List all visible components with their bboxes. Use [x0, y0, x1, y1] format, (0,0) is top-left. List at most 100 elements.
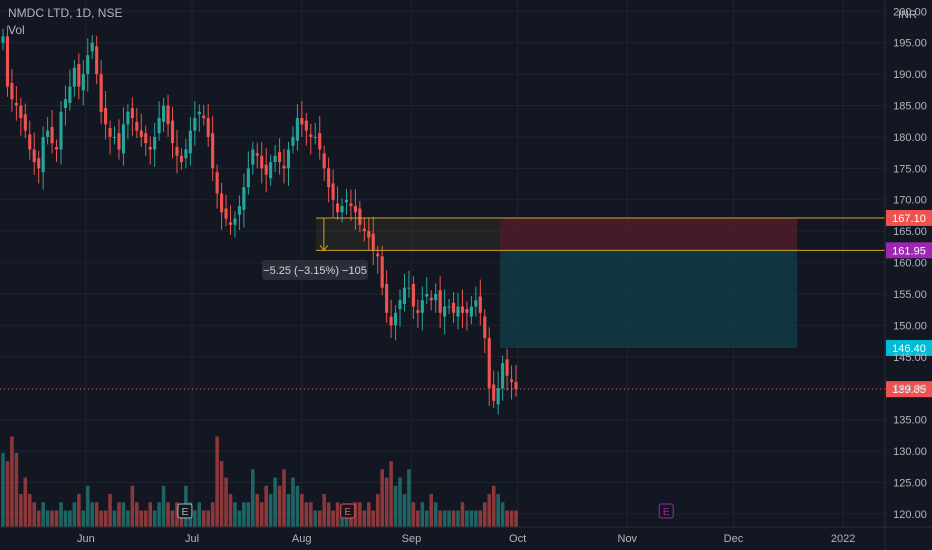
candle-body [340, 206, 344, 213]
volume-bar [193, 510, 197, 527]
candle-body [385, 283, 389, 313]
price-badge-label: 161.95 [892, 245, 926, 257]
candle-body [153, 136, 157, 150]
volume-bar [331, 510, 335, 527]
volume-bar [433, 502, 438, 527]
candle-body [460, 306, 465, 313]
volume-bar [251, 469, 255, 527]
volume-bar [295, 485, 300, 527]
candle-body [206, 118, 210, 137]
candle-body [90, 42, 94, 52]
candle-body [54, 146, 59, 150]
volume-bar [32, 502, 37, 527]
volume-bar [482, 502, 487, 527]
volume-bar [398, 477, 402, 527]
candle-body [420, 300, 424, 313]
candle-body [443, 306, 447, 317]
candle-body [81, 74, 85, 91]
candle-body [358, 208, 362, 225]
candle-body [434, 293, 438, 301]
volume-bar [201, 510, 206, 527]
candle-body [380, 256, 384, 288]
volume-bar [90, 502, 95, 527]
candle-body [211, 133, 215, 169]
volume-bar [424, 510, 429, 527]
volume-bar [59, 502, 63, 527]
volume-bar [358, 502, 362, 527]
volume-bar [509, 510, 514, 527]
price-tick-label: 140.00 [893, 383, 927, 395]
candle-body [220, 193, 224, 213]
volume-bar [19, 494, 23, 527]
volume-bar [210, 502, 215, 527]
volume-bar [313, 510, 318, 527]
candle-body [393, 312, 398, 326]
volume-bar [112, 510, 117, 527]
volume-bar [407, 469, 411, 527]
volume-bar [81, 510, 86, 527]
earnings-marker [177, 503, 193, 519]
candle-body [353, 206, 357, 213]
price-tick-label: 155.00 [893, 289, 927, 301]
currency-label: INR [898, 9, 917, 21]
candle-body [72, 67, 76, 87]
candle-body [318, 133, 322, 150]
candle-body [429, 297, 433, 301]
price-badge [886, 209, 932, 226]
volume-bar [259, 502, 264, 527]
candle-body [202, 115, 206, 119]
time-tick-label: Oct [509, 533, 526, 545]
candle-body [451, 302, 456, 313]
volume-bar [353, 502, 358, 527]
volume-bar [143, 510, 148, 527]
volume-bar [456, 510, 460, 527]
candle-body [286, 149, 291, 169]
time-tick-label: Dec [724, 533, 744, 545]
volume-bar [268, 494, 273, 527]
candle-body [19, 105, 23, 119]
candle-body [86, 55, 90, 75]
volume-bar [206, 510, 210, 527]
candle-body [170, 120, 175, 144]
volume-bar [496, 494, 500, 527]
candle-body [260, 155, 264, 169]
time-tick-label: 2022 [831, 533, 855, 545]
volume-bar [451, 510, 456, 527]
candle-body [322, 153, 326, 169]
volume-bar [429, 494, 434, 527]
candle-body [46, 130, 50, 137]
volume-bar [402, 494, 407, 527]
candle-body [139, 130, 143, 137]
volume-bar [344, 510, 349, 527]
position-tool[interactable] [499, 217, 798, 349]
volume-bar [166, 502, 170, 527]
symbol-title: NMDC LTD, 1D, NSE [8, 6, 123, 20]
volume-bar [317, 510, 322, 527]
volume-bar [438, 510, 442, 527]
candle-body [371, 233, 375, 251]
volume-bar [179, 510, 184, 527]
volume-bar [367, 502, 371, 527]
volume-bar [246, 502, 251, 527]
volume-bar [371, 510, 376, 527]
price-tick-label: 130.00 [893, 446, 927, 458]
volume-bar [170, 510, 175, 527]
volume-bar [50, 510, 54, 527]
candle-body [478, 296, 482, 313]
candle-body [389, 316, 393, 326]
candle-body [121, 124, 126, 154]
volume-bar [491, 485, 496, 527]
volume-bar [175, 502, 179, 527]
volume-bar [322, 494, 326, 527]
volume-bar [447, 510, 451, 527]
candle-body [402, 287, 407, 305]
candle-body [1, 36, 5, 43]
candle-body [215, 172, 219, 194]
candle-body [469, 306, 473, 317]
candle-body [23, 114, 27, 131]
volume-bar [349, 510, 353, 527]
price-tick-label: 150.00 [893, 320, 927, 332]
candle-body [224, 208, 228, 219]
candle-body [509, 379, 514, 382]
